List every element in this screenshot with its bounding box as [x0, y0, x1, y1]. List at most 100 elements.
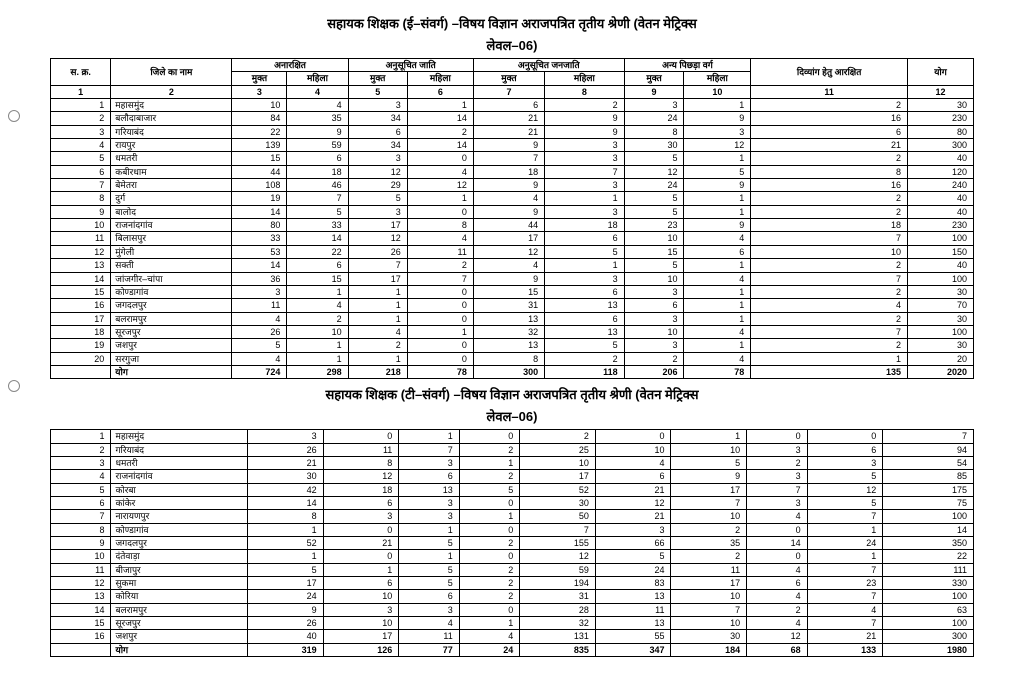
- cell-sno: 5: [51, 483, 111, 496]
- cell-value: 59: [287, 139, 348, 152]
- cell-value: 52: [248, 537, 324, 550]
- cell-value: 2: [545, 352, 625, 365]
- cell-value: 52: [520, 483, 596, 496]
- cell-value: 84: [232, 112, 287, 125]
- cell-value: 5: [399, 537, 459, 550]
- cell-value: 1: [287, 285, 348, 298]
- table-row: 8कोण्डागांव10107320114: [51, 523, 974, 536]
- th-female: महिला: [287, 72, 348, 85]
- table-row: 7नारायणपुर833150211047100: [51, 510, 974, 523]
- cell-sno: 9: [51, 205, 111, 218]
- cell-value: 194: [520, 577, 596, 590]
- cell-value: 30: [248, 470, 324, 483]
- cell-value: 7: [287, 192, 348, 205]
- cell-value: 54: [883, 456, 974, 469]
- cell-district: कोरिया: [111, 590, 248, 603]
- cell-value: 14: [883, 523, 974, 536]
- cell-sno: 18: [51, 325, 111, 338]
- cell-value: 11: [407, 245, 473, 258]
- cell-sno: 10: [51, 219, 111, 232]
- cell-sno: 13: [51, 259, 111, 272]
- cell-value: 2: [751, 339, 908, 352]
- cell-value: 17: [323, 630, 399, 643]
- cell-value: 3: [624, 339, 684, 352]
- cell-sno: 17: [51, 312, 111, 325]
- cell-total: 118: [545, 365, 625, 378]
- cell-value: 7: [671, 496, 747, 509]
- cell-value: 12: [520, 550, 596, 563]
- cell-value: 10: [520, 456, 596, 469]
- cell-sno: 4: [51, 470, 111, 483]
- cell-value: 5: [671, 456, 747, 469]
- cell-district: कोण्डागांव: [111, 523, 248, 536]
- col-num: 7: [473, 85, 544, 98]
- cell-value: 5: [684, 165, 751, 178]
- table-row: 3गरियाबंद2296221983680: [51, 125, 974, 138]
- cell-value: 4: [747, 563, 807, 576]
- table-row: 14जांजगीर–चांपा3615177931047100: [51, 272, 974, 285]
- cell-value: 17: [473, 232, 544, 245]
- cell-value: 4: [684, 325, 751, 338]
- cell-value: 53: [232, 245, 287, 258]
- cell-district: कबीरधाम: [111, 165, 232, 178]
- cell-value: 10: [624, 325, 684, 338]
- cell-value: 1: [399, 550, 459, 563]
- cell-value: 4: [747, 617, 807, 630]
- cell-value: 17: [520, 470, 596, 483]
- cell-value: 13: [545, 299, 625, 312]
- cell-value: 6: [751, 125, 908, 138]
- cell-value: 9: [545, 125, 625, 138]
- cell-value: 20: [908, 352, 974, 365]
- cell-value: 1: [684, 285, 751, 298]
- cell-value: 230: [908, 112, 974, 125]
- cell-district: बलरामपुर: [111, 312, 232, 325]
- th-unreserved: अनारक्षित: [232, 59, 348, 72]
- th-total: योग: [908, 59, 974, 86]
- cell-value: 59: [520, 563, 596, 576]
- cell-value: 155: [520, 537, 596, 550]
- cell-value: 4: [287, 299, 348, 312]
- cell-value: 1: [684, 99, 751, 112]
- cell-value: 7: [671, 603, 747, 616]
- cell-value: 15: [473, 285, 544, 298]
- cell-value: 2: [751, 152, 908, 165]
- cell-value: 1: [287, 339, 348, 352]
- cell-sno: 6: [51, 496, 111, 509]
- th-disabled: दिव्यांग हेतु आरक्षित: [751, 59, 908, 86]
- cell-sno: 8: [51, 192, 111, 205]
- cell-value: 8: [751, 165, 908, 178]
- title-2-line-1: सहायक शिक्षक (टी–संवर्ग) –विषय विज्ञान अ…: [50, 385, 974, 403]
- cell-sno: 12: [51, 577, 111, 590]
- th-female: महिला: [684, 72, 751, 85]
- cell-total: 206: [624, 365, 684, 378]
- cell-sno: 5: [51, 152, 111, 165]
- cell-value: 14: [287, 232, 348, 245]
- cell-value: 7: [348, 259, 407, 272]
- cell-value: 6: [545, 285, 625, 298]
- cell-value: 3: [545, 152, 625, 165]
- cell-value: 63: [883, 603, 974, 616]
- cell-value: 10: [671, 443, 747, 456]
- cell-district: बलरामपुर: [111, 603, 248, 616]
- cell-value: 1: [287, 352, 348, 365]
- cell-value: 3: [807, 456, 883, 469]
- cell-value: 21: [473, 112, 544, 125]
- cell-total: 135: [751, 365, 908, 378]
- cell-value: 2: [747, 603, 807, 616]
- cell-sno: 14: [51, 272, 111, 285]
- cell-value: 14: [232, 205, 287, 218]
- cell-value: 7: [807, 510, 883, 523]
- th-open: मुक्त: [348, 72, 407, 85]
- cell-value: 1: [545, 192, 625, 205]
- cell-value: 3: [399, 456, 459, 469]
- cell-value: 11: [323, 443, 399, 456]
- cell-total: 78: [407, 365, 473, 378]
- cell-value: 9: [684, 219, 751, 232]
- cell-value: 1: [399, 523, 459, 536]
- cell-value: 40: [248, 630, 324, 643]
- cell-total: 2020: [908, 365, 974, 378]
- cell-value: 7: [545, 165, 625, 178]
- cell-value: 1: [348, 299, 407, 312]
- cell-value: 1: [323, 563, 399, 576]
- cell-value: 30: [624, 139, 684, 152]
